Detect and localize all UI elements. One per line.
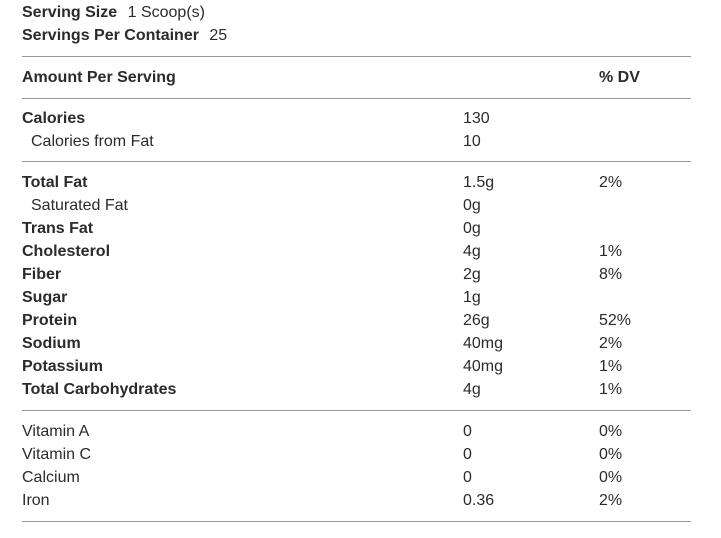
nutrient-row-sodium: Sodium 40mg 2% <box>22 332 691 355</box>
nutrient-row-saturated-fat: Saturated Fat 0g <box>22 194 691 217</box>
divider <box>22 410 691 411</box>
nutrient-amount: 0 <box>463 423 472 440</box>
nutrient-amount: 10 <box>463 133 481 150</box>
nutrient-row-calcium: Calcium 0 0% <box>22 466 691 489</box>
nutrient-amount: 40mg <box>463 358 504 375</box>
nutrient-amount: 4g <box>463 381 481 398</box>
nutrition-facts-panel: Serving Size 1 Scoop(s) Servings Per Con… <box>22 0 691 522</box>
table-header: Amount Per Serving % DV <box>22 57 691 98</box>
nutrient-name: Trans Fat <box>22 220 94 237</box>
nutrient-name: Calories from Fat <box>31 133 154 150</box>
servings-per-container-line: Servings Per Container 25 <box>22 24 691 47</box>
nutrient-name: Vitamin C <box>22 446 92 463</box>
nutrients-section: Total Fat 1.5g 2% Saturated Fat 0g Trans… <box>22 162 691 410</box>
nutrient-row-potassium: Potassium 40mg 1% <box>22 355 691 378</box>
nutrient-row-protein: Protein 26g 52% <box>22 309 691 332</box>
nutrient-amount: 0g <box>463 197 481 214</box>
nutrient-name: Saturated Fat <box>31 197 128 214</box>
nutrient-dv: 2% <box>599 335 623 352</box>
nutrient-dv: 1% <box>599 358 623 375</box>
nutrient-name: Total Carbohydrates <box>22 381 177 398</box>
nutrient-dv: 0% <box>599 469 623 486</box>
nutrient-amount: 4g <box>463 243 481 260</box>
nutrient-name: Total Fat <box>22 174 88 191</box>
vitamins-section: Vitamin A 0 0% Vitamin C 0 0% Calcium 0 … <box>22 411 691 521</box>
nutrient-row-fiber: Fiber 2g 8% <box>22 263 691 286</box>
nutrient-dv: 2% <box>599 174 623 191</box>
nutrient-amount: 1.5g <box>463 174 495 191</box>
amount-per-serving-header: Amount Per Serving <box>22 69 176 86</box>
nutrient-name: Iron <box>22 492 50 509</box>
nutrient-amount: 2g <box>463 266 481 283</box>
nutrient-dv: 1% <box>599 243 623 260</box>
nutrient-amount: 0.36 <box>463 492 495 509</box>
servings-per-container-value: 25 <box>209 27 228 44</box>
nutrient-row-total-fat: Total Fat 1.5g 2% <box>22 171 691 194</box>
nutrient-name: Potassium <box>22 358 103 375</box>
nutrient-row-sugar: Sugar 1g <box>22 286 691 309</box>
nutrient-name: Fiber <box>22 266 62 283</box>
nutrient-row-trans-fat: Trans Fat 0g <box>22 217 691 240</box>
nutrient-name: Cholesterol <box>22 243 111 260</box>
nutrient-name: Sodium <box>22 335 81 352</box>
nutrient-row-iron: Iron 0.36 2% <box>22 489 691 512</box>
nutrient-dv: 0% <box>599 423 623 440</box>
nutrient-row-vitamin-a: Vitamin A 0 0% <box>22 420 691 443</box>
serving-size-value: 1 Scoop(s) <box>127 4 205 21</box>
nutrient-amount: 130 <box>463 110 490 127</box>
nutrient-amount: 0g <box>463 220 481 237</box>
nutrient-amount: 0 <box>463 469 472 486</box>
nutrient-row-calories: Calories 130 <box>22 107 691 130</box>
serving-size-line: Serving Size 1 Scoop(s) <box>22 1 691 24</box>
nutrient-dv: 0% <box>599 446 623 463</box>
percent-dv-header: % DV <box>599 69 640 86</box>
nutrient-row-calories-from-fat: Calories from Fat 10 <box>22 130 691 153</box>
nutrient-dv: 8% <box>599 266 623 283</box>
nutrient-amount: 0 <box>463 446 472 463</box>
divider <box>22 521 691 522</box>
servings-per-container-label: Servings Per Container <box>22 27 199 44</box>
calories-section: Calories 130 Calories from Fat 10 <box>22 99 691 161</box>
divider <box>22 98 691 99</box>
nutrient-dv: 52% <box>599 312 632 329</box>
nutrient-row-vitamin-c: Vitamin C 0 0% <box>22 443 691 466</box>
nutrient-amount: 1g <box>463 289 481 306</box>
nutrient-name: Vitamin A <box>22 423 90 440</box>
nutrient-name: Sugar <box>22 289 68 306</box>
nutrient-amount: 26g <box>463 312 490 329</box>
nutrient-dv: 1% <box>599 381 623 398</box>
divider <box>22 56 691 57</box>
nutrient-name: Protein <box>22 312 78 329</box>
nutrient-dv: 2% <box>599 492 623 509</box>
nutrient-amount: 40mg <box>463 335 504 352</box>
nutrient-name: Calcium <box>22 469 80 486</box>
divider <box>22 161 691 162</box>
nutrient-name: Calories <box>22 110 86 127</box>
serving-size-label: Serving Size <box>22 4 118 21</box>
nutrient-row-total-carbohydrates: Total Carbohydrates 4g 1% <box>22 378 691 401</box>
nutrient-row-cholesterol: Cholesterol 4g 1% <box>22 240 691 263</box>
